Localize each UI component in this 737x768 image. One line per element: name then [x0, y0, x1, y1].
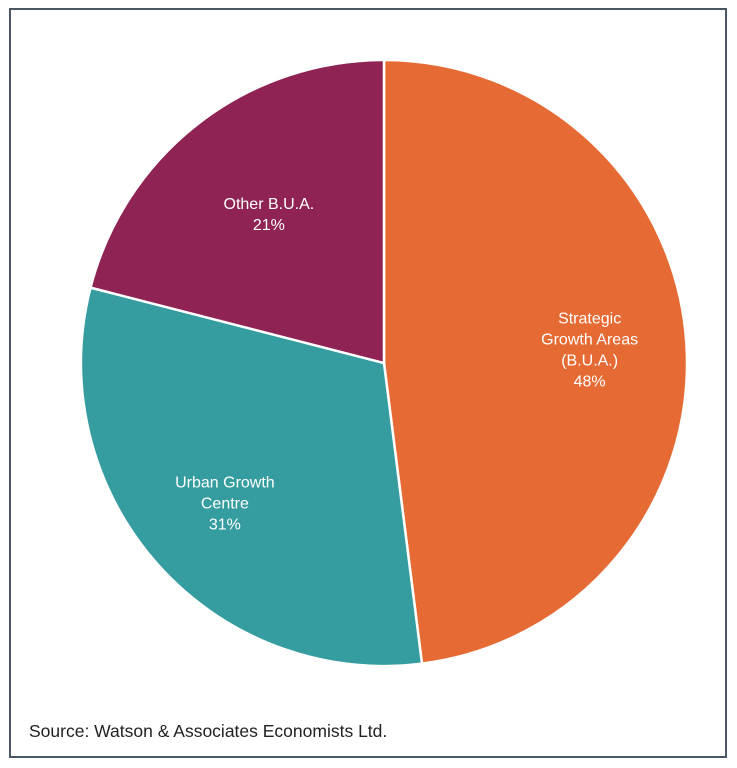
pie-slice-other-bua-label: Other B.U.A. 21% — [224, 196, 315, 234]
pie-labels: Strategic Growth Areas (B.U.A.) 48% Urban Gr… — [175, 196, 638, 533]
pie-slice-strategic-growth-areas-label: Strategic Growth Areas (B.U.A.) 48% — [541, 311, 638, 391]
slice-category-label: Growth Areas — [541, 332, 638, 349]
pie-slice-urban-growth-centre — [79, 286, 424, 668]
slice-category-label: (B.U.A.) — [561, 353, 618, 370]
pie-slice-strategic-growth-areas — [382, 58, 689, 665]
slice-value-label: 31% — [209, 516, 241, 533]
slice-category-label: Urban Growth — [175, 474, 275, 491]
slice-value-label: 48% — [574, 374, 606, 391]
pie-slice-urban-growth-centre-label: Urban Growth Centre 31% — [175, 474, 275, 533]
source-note: Source: Watson & Associates Economists L… — [29, 721, 388, 741]
slice-category-label: Centre — [201, 495, 249, 512]
slice-value-label: 21% — [253, 217, 285, 234]
slice-category-label: Other B.U.A. — [224, 196, 315, 213]
pie-slice-other-bua — [89, 58, 386, 365]
pie-slices — [79, 58, 689, 668]
slice-category-label: Strategic — [558, 311, 621, 328]
